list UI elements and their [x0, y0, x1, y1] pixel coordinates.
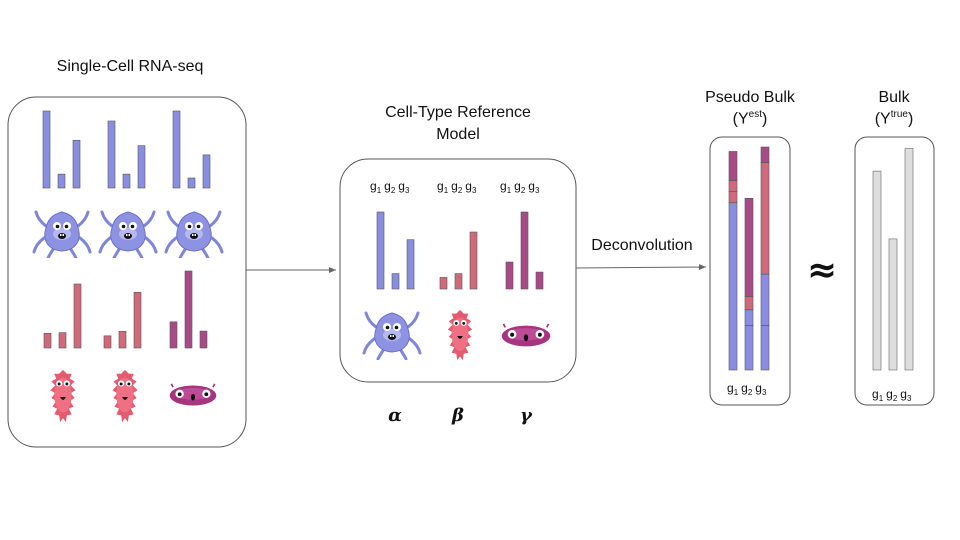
bulk-subtitle: (Ytrue): [874, 109, 914, 128]
blue-monster-icon: [32, 210, 92, 258]
pseudo-bulk-seg-g3-1: [760, 273, 770, 326]
sc-bar-gamma-0-g3: [199, 330, 208, 349]
pseudo-bulk-seg-g2-1: [744, 309, 754, 326]
ref-bar-1-g2: [454, 273, 463, 290]
pseudo-bulk-seg-g2-2: [744, 296, 754, 311]
ref-bar-2-g1: [505, 261, 514, 290]
alpha-label: α: [388, 405, 402, 426]
reference-gene-header-gamma: g1​g2​g3​: [500, 179, 540, 195]
bulk-bar-g1: [872, 170, 882, 371]
pseudo-bulk-gene-footer: g1​g2​g3​: [727, 381, 767, 397]
bulk-bar-g2: [888, 238, 898, 371]
sc-bar-gamma-0-g2: [184, 270, 193, 349]
sc-bar-beta-1-g1: [103, 335, 112, 349]
blue-monster-icon: [164, 210, 224, 258]
bulk-box: [854, 136, 935, 406]
sc-bar-gamma-0-g1: [169, 321, 178, 349]
sc-bar-alpha-1-g3: [137, 145, 146, 189]
red-monster-icon: [447, 309, 473, 361]
pseudo-bulk-title: Pseudo Bulk: [705, 89, 795, 106]
sc-bar-beta-1-g3: [133, 292, 142, 349]
approx-symbol: ≈: [806, 250, 838, 291]
ref-bar-1-g1: [439, 277, 448, 290]
reference-box: [339, 158, 577, 383]
sc-bar-beta-0-g3: [73, 283, 82, 349]
gamma-label: γ: [520, 405, 532, 426]
ref-bar-2-g3: [535, 271, 544, 290]
ref-bar-0-g3: [406, 239, 415, 290]
sc-bar-alpha-0-g2: [57, 173, 66, 189]
pseudo-bulk-seg-g2-3: [744, 197, 754, 297]
pseudo-bulk-seg-g1-0: [728, 202, 738, 371]
ref-bar-1-g3: [469, 231, 478, 290]
red-monster-icon: [112, 369, 138, 423]
sc-bar-alpha-0-g1: [42, 110, 51, 189]
sc-bar-alpha-2-g2: [187, 177, 196, 189]
pseudo-bulk-seg-g1-2: [728, 180, 738, 192]
single-cell-box: [7, 96, 247, 448]
pseudo-bulk-seg-g2-0: [744, 325, 754, 371]
reference-title-line1: Cell-Type Reference: [385, 104, 531, 121]
bulk-bar-g3: [904, 148, 914, 371]
purple-monster-icon: [500, 323, 552, 348]
blue-monster-icon: [98, 210, 158, 258]
sc-bar-alpha-1-g2: [122, 173, 131, 189]
sc-bar-alpha-0-g3: [72, 139, 81, 189]
sc-bar-alpha-2-g1: [172, 110, 181, 189]
bulk-title: Bulk: [878, 89, 910, 106]
bulk-gene-footer: g1​g2​g3​: [872, 387, 912, 403]
pseudo-bulk-box: [709, 136, 791, 406]
single-cell-title: Single-Cell RNA-seq: [56, 58, 204, 75]
sc-bar-beta-0-g2: [58, 332, 67, 349]
sc-bar-alpha-2-g3: [202, 154, 211, 189]
pseudo-bulk-seg-g3-2: [760, 162, 770, 275]
pseudo-bulk-seg-g1-3: [728, 151, 738, 181]
pseudo-bulk-seg-g1-1: [728, 191, 738, 204]
reference-title-line2: Model: [436, 126, 480, 143]
purple-monster-icon: [168, 383, 218, 407]
arrow-to-pseudo-bulk: [575, 264, 707, 271]
pseudo-bulk-seg-g3-0: [760, 325, 770, 371]
reference-gene-header-alpha: g1​g2​g3​: [370, 179, 410, 195]
sc-bar-beta-0-g1: [43, 332, 52, 349]
pseudo-bulk-subtitle: (Yest): [732, 109, 768, 128]
ref-bar-0-g2: [391, 273, 400, 290]
sc-bar-alpha-1-g1: [107, 120, 116, 189]
ref-bar-2-g2: [520, 211, 529, 290]
blue-monster-icon: [362, 311, 422, 360]
deconvolution-label: Deconvolution: [591, 237, 693, 254]
reference-gene-header-beta: g1​g2​g3​: [437, 179, 477, 195]
ref-bar-0-g1: [376, 211, 385, 290]
pseudo-bulk-seg-g3-3: [760, 146, 770, 163]
sc-bar-beta-1-g2: [118, 331, 127, 349]
beta-label: β: [452, 405, 464, 426]
red-monster-icon: [50, 369, 76, 423]
